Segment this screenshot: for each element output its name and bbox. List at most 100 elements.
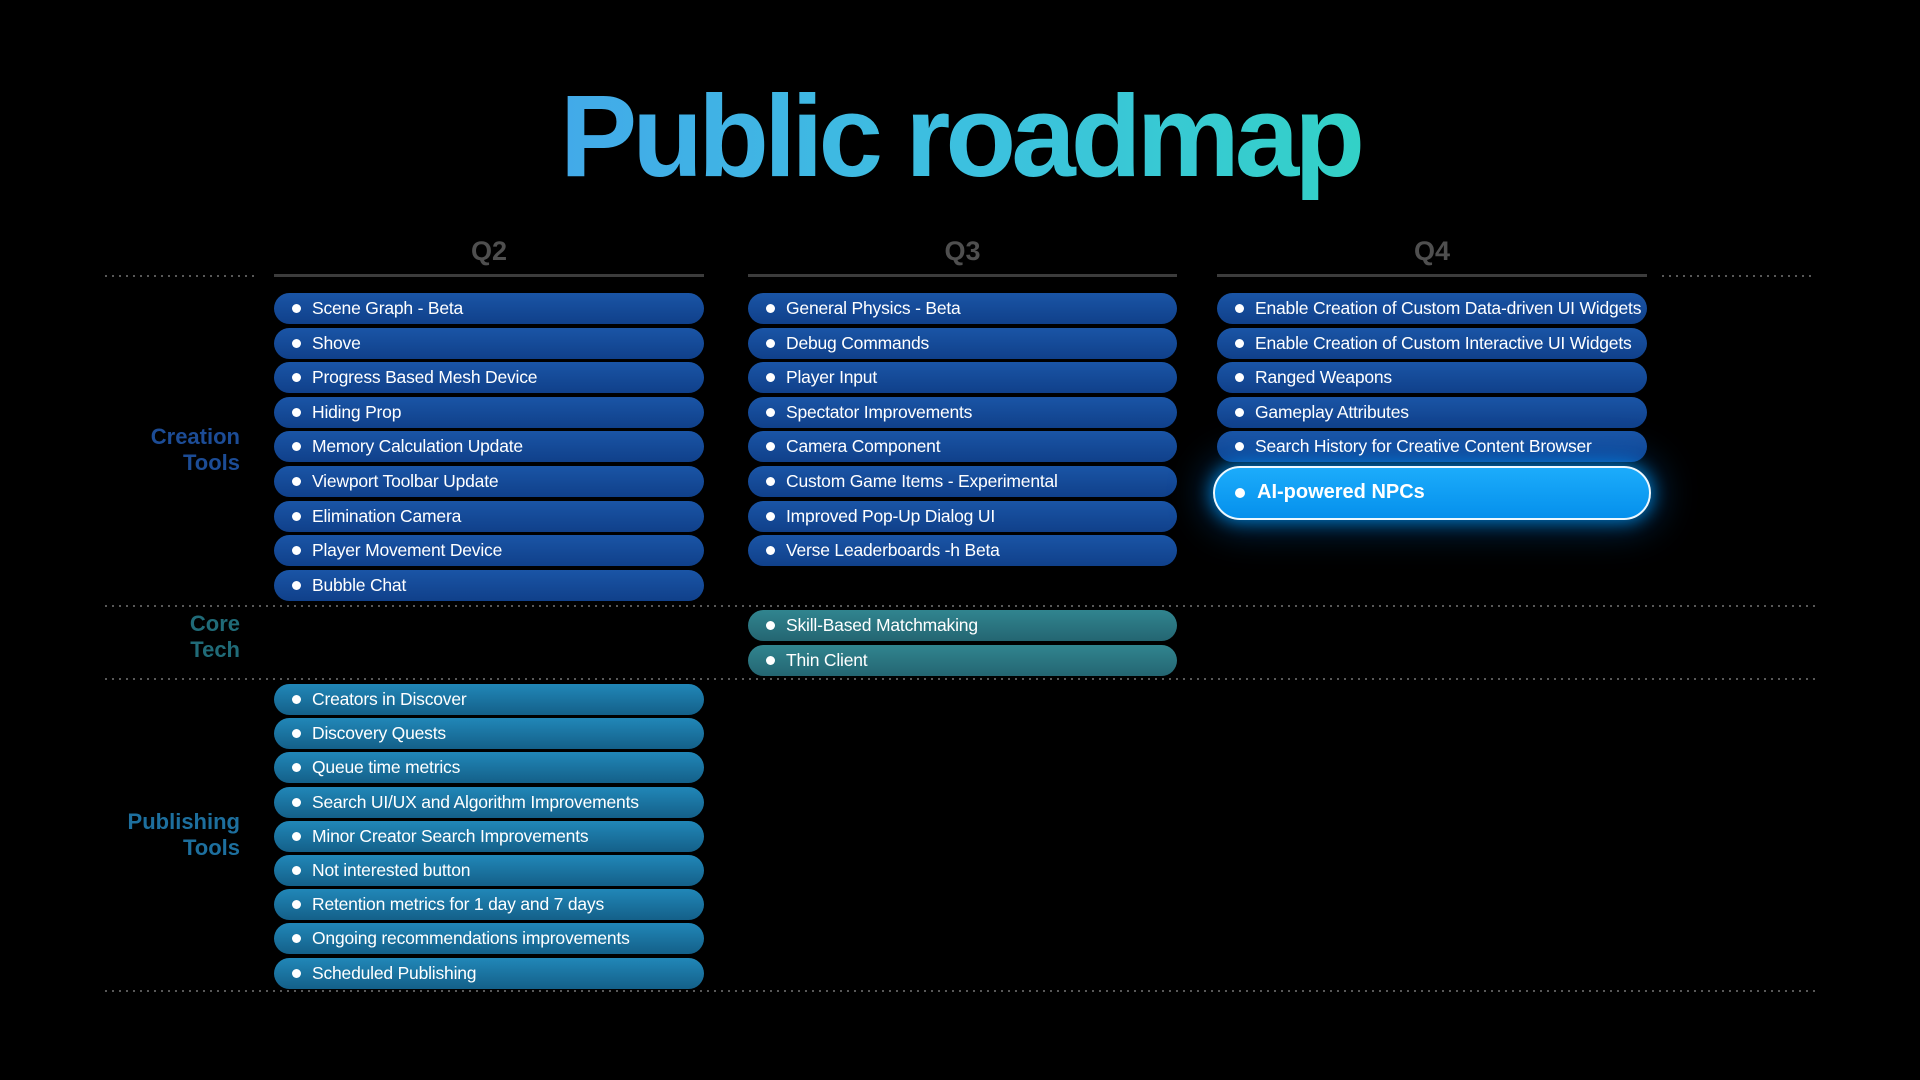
publishing-tools-q2-list: Creators in Discover Discovery Quests Queu…: [274, 684, 704, 992]
roadmap-item-pill[interactable]: Spectator Improvements: [748, 396, 1177, 428]
bullet-icon: [766, 304, 775, 313]
divider-core-publishing: [105, 678, 1815, 680]
pill-item-label: Discovery Quests: [312, 723, 446, 744]
divider-creation-core: [105, 605, 1815, 607]
roadmap-item-pill[interactable]: Bubble Chat: [274, 569, 704, 601]
row-label-core-tech: Core Tech: [189, 611, 240, 662]
roadmap-item-pill[interactable]: Shove: [274, 327, 704, 359]
pill-item-label: Ongoing recommendations improvements: [312, 928, 630, 949]
bullet-icon: [292, 580, 301, 590]
roadmap-item-pill[interactable]: Thin Client: [748, 644, 1177, 676]
roadmap-item-pill[interactable]: Debug Commands: [748, 327, 1177, 359]
pill-item-label: Skill-Based Matchmaking: [786, 615, 978, 635]
roadmap-item-pill[interactable]: Player Movement Device: [274, 535, 704, 567]
roadmap-item-pill[interactable]: Custom Game Items - Experimental: [748, 465, 1177, 497]
pill-item-label: Bubble Chat: [312, 574, 407, 595]
header-dotted-left: [105, 275, 257, 277]
bullet-icon: [1235, 338, 1244, 348]
pill-item-label: Progress Based Mesh Device: [312, 367, 538, 388]
pill-item-label: Viewport Toolbar Update: [312, 470, 499, 491]
roadmap-item-pill[interactable]: Elimination Camera: [274, 500, 704, 532]
roadmap-item-pill[interactable]: Search History for Creative Content Brow…: [1217, 431, 1647, 463]
roadmap-item-pill[interactable]: Discovery Quests: [274, 718, 704, 750]
pill-item-label: Scheduled Publishing: [312, 962, 477, 983]
bullet-icon: [292, 695, 301, 704]
bullet-icon: [1235, 487, 1245, 498]
roadmap-item-pill[interactable]: Verse Leaderboards -h Beta: [748, 535, 1177, 567]
pill-item-label: Retention metrics for 1 day and 7 days: [312, 894, 605, 915]
roadmap-item-pill[interactable]: Creators in Discover: [274, 684, 704, 715]
bullet-icon: [292, 476, 301, 486]
bullet-icon: [766, 655, 775, 665]
pill-item-label: Player Movement Device: [312, 540, 503, 561]
bullet-icon: [292, 373, 301, 383]
bullet-icon: [1235, 442, 1244, 452]
bullet-icon: [292, 338, 301, 348]
roadmap-item-pill[interactable]: General Physics - Beta: [748, 293, 1177, 324]
pill-item-label: Creators in Discover: [312, 689, 467, 709]
creation-tools-q3-list: General Physics - Beta Debug Commands Play…: [748, 293, 1177, 570]
roadmap-item-pill[interactable]: Ongoing recommendations improvements: [274, 923, 704, 955]
roadmap-item-pill[interactable]: Progress Based Mesh Device: [274, 362, 704, 394]
bullet-icon: [766, 442, 775, 452]
quarter-header-q2: Q2: [470, 236, 508, 266]
roadmap-item-pill[interactable]: Memory Calculation Update: [274, 431, 704, 463]
pill-item-label: Camera Component: [786, 436, 941, 457]
quarter-underline-q4: [1217, 274, 1647, 277]
pill-item-label: Thin Client: [786, 649, 868, 670]
core-tech-q3-list: Skill-Based Matchmaking Thin Client: [748, 610, 1177, 679]
bullet-icon: [292, 968, 301, 978]
quarter-header-q3: Q3: [944, 236, 981, 266]
row-label-publishing-tools: Publishing Tools: [127, 809, 240, 860]
bullet-icon: [292, 304, 301, 313]
roadmap-item-pill[interactable]: Minor Creator Search Improvements: [274, 820, 704, 852]
roadmap-item-pill[interactable]: Viewport Toolbar Update: [274, 465, 704, 497]
pill-item-label: Search History for Creative Content Brow…: [1255, 436, 1592, 457]
pill-item-label: Debug Commands: [786, 332, 930, 353]
roadmap-item-pill[interactable]: Queue time metrics: [274, 752, 704, 784]
bullet-icon: [766, 407, 775, 417]
bullet-icon: [292, 934, 301, 944]
roadmap-item-pill[interactable]: Scene Graph - Beta: [274, 293, 704, 324]
highlighted-pill-ai-powered-npcs[interactable]: AI-powered NPCs: [1213, 465, 1651, 520]
bullet-icon: [766, 338, 775, 348]
bullet-icon: [766, 511, 775, 521]
creation-tools-q4-column: Enable Creation of Custom Data-driven UI…: [1213, 293, 1651, 520]
bullet-icon: [292, 900, 301, 910]
roadmap-item-pill[interactable]: Enable Creation of Custom Interactive UI…: [1217, 327, 1647, 359]
pill-item-label: Gameplay Attributes: [1255, 401, 1409, 422]
roadmap-item-pill[interactable]: Not interested button: [274, 854, 704, 886]
pill-item-label: Shove: [312, 332, 361, 353]
bullet-icon: [1235, 304, 1244, 313]
roadmap-item-pill[interactable]: Gameplay Attributes: [1217, 396, 1647, 428]
bullet-icon: [292, 831, 301, 841]
roadmap-item-pill[interactable]: Enable Creation of Custom Data-driven UI…: [1217, 293, 1647, 324]
roadmap-item-pill[interactable]: Retention metrics for 1 day and 7 days: [274, 889, 704, 921]
creation-tools-q4-list: Enable Creation of Custom Data-driven UI…: [1217, 293, 1647, 463]
roadmap-item-pill[interactable]: Ranged Weapons: [1217, 362, 1647, 394]
bullet-icon: [1235, 407, 1244, 417]
pill-item-label: Improved Pop-Up Dialog UI: [786, 505, 995, 526]
pill-item-label: Search UI/UX and Algorithm Improvements: [312, 791, 639, 812]
pill-item-label: Minor Creator Search Improvements: [312, 825, 589, 846]
pill-item-label: Queue time metrics: [312, 757, 461, 778]
pill-item-label: Enable Creation of Custom Data-driven UI…: [1255, 298, 1642, 318]
roadmap-item-pill[interactable]: Search UI/UX and Algorithm Improvements: [274, 786, 704, 818]
bullet-icon: [292, 797, 301, 807]
pill-item-label: Verse Leaderboards -h Beta: [786, 540, 1000, 561]
pill-item-label: Ranged Weapons: [1255, 367, 1392, 388]
roadmap-item-pill[interactable]: Player Input: [748, 362, 1177, 394]
bullet-icon: [292, 729, 301, 739]
bullet-icon: [766, 546, 775, 556]
pill-item-label: AI-powered NPCs: [1257, 481, 1425, 504]
roadmap-item-pill[interactable]: Skill-Based Matchmaking: [748, 610, 1177, 641]
creation-tools-q2-list: Scene Graph - Beta Shove Progress Based Me…: [274, 293, 704, 604]
roadmap-item-pill[interactable]: Camera Component: [748, 431, 1177, 463]
roadmap-item-pill[interactable]: Scheduled Publishing: [274, 957, 704, 989]
pill-item-label: Not interested button: [312, 859, 471, 880]
pill-item-label: Memory Calculation Update: [312, 436, 523, 457]
roadmap-item-pill[interactable]: Improved Pop-Up Dialog UI: [748, 500, 1177, 532]
quarter-underline-q3: [748, 274, 1177, 277]
roadmap-item-pill[interactable]: Hiding Prop: [274, 396, 704, 428]
row-label-creation-tools: Creation Tools: [150, 424, 240, 475]
